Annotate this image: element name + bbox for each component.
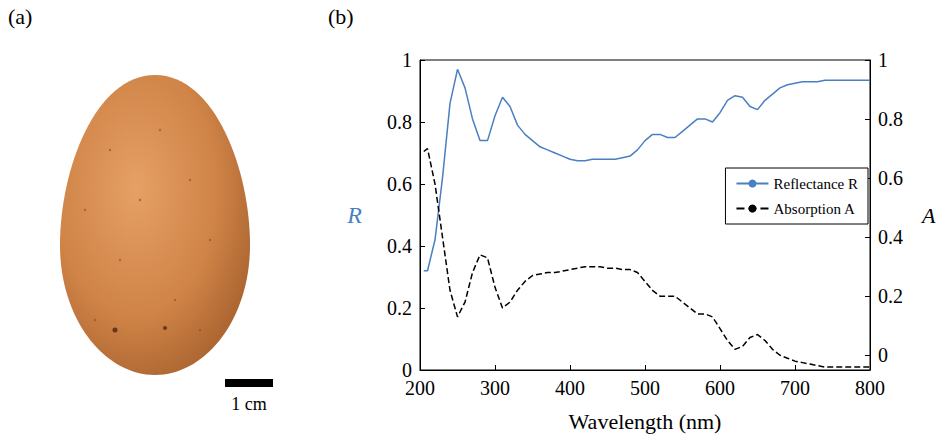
svg-text:600: 600 [705, 377, 735, 399]
svg-text:Absorption A: Absorption A [773, 201, 854, 217]
svg-text:0.4: 0.4 [387, 235, 412, 257]
svg-text:A: A [920, 203, 936, 228]
html-text:(a): (a) [8, 4, 33, 29]
html-text:(b): (b) [328, 4, 354, 29]
svg-text:1: 1 [402, 49, 412, 71]
svg-text:200: 200 [405, 377, 435, 399]
svg-text:R: R [346, 202, 362, 228]
svg-text:0.2: 0.2 [878, 285, 903, 307]
svg-text:1 cm: 1 cm [231, 394, 267, 414]
svg-text:Wavelength (nm): Wavelength (nm) [569, 409, 722, 434]
svg-text:0.6: 0.6 [387, 173, 412, 195]
svg-text:800: 800 [855, 377, 885, 399]
svg-text:300: 300 [480, 377, 510, 399]
svg-text:0.4: 0.4 [878, 226, 903, 248]
svg-text:0: 0 [878, 344, 888, 366]
svg-text:0.2: 0.2 [387, 297, 412, 319]
svg-text:0.6: 0.6 [878, 167, 903, 189]
svg-text:1: 1 [878, 49, 888, 71]
svg-text:Reflectance R: Reflectance R [773, 176, 858, 192]
svg-text:500: 500 [630, 377, 660, 399]
svg-text:0.8: 0.8 [878, 108, 903, 130]
svg-text:700: 700 [780, 377, 810, 399]
svg-text:0.8: 0.8 [387, 111, 412, 133]
svg-text:0: 0 [402, 359, 412, 381]
svg-text:400: 400 [555, 377, 585, 399]
